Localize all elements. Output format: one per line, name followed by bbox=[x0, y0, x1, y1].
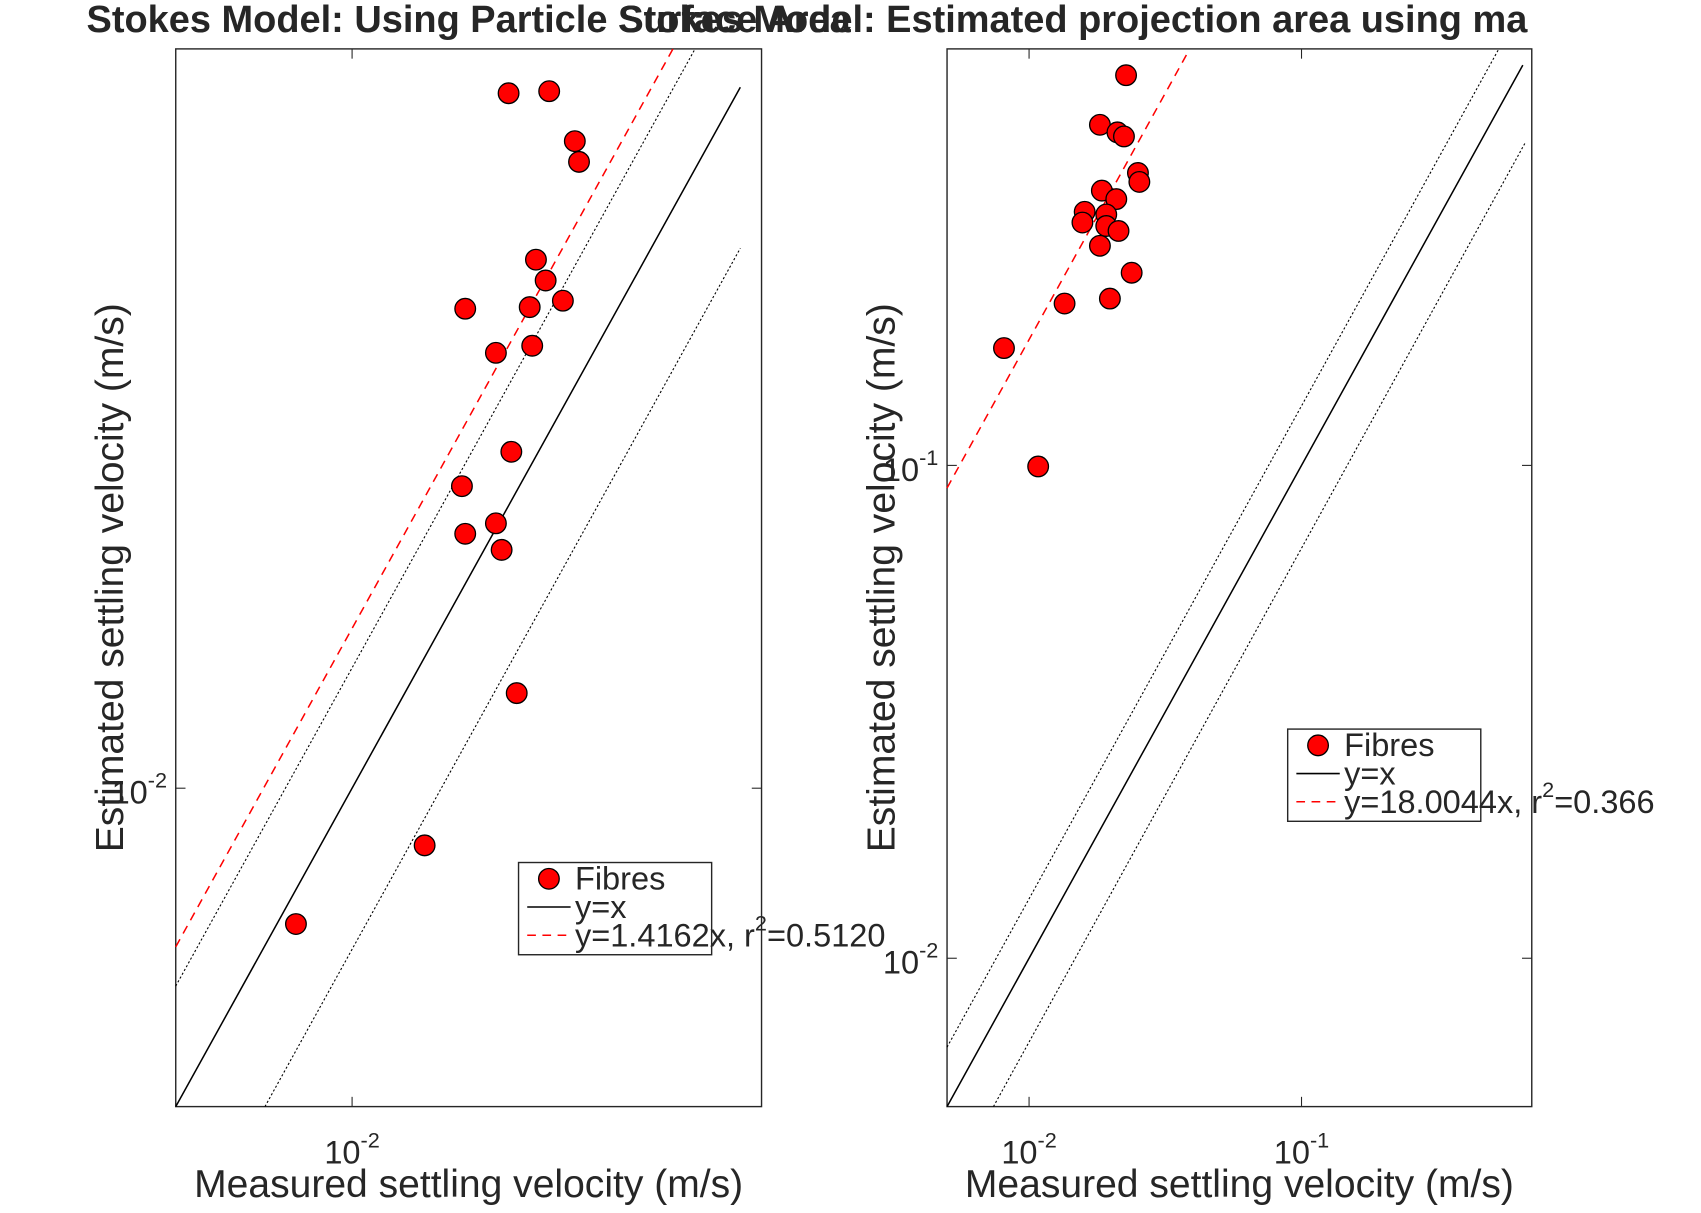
text-part: -1 bbox=[919, 445, 938, 470]
data-point bbox=[454, 522, 477, 545]
text-part: -2 bbox=[361, 1128, 380, 1153]
data-point bbox=[534, 269, 557, 292]
data-point bbox=[484, 512, 507, 535]
legend-label: y=1.4162x, r2=0.5120 bbox=[575, 911, 886, 953]
data-point bbox=[1027, 455, 1050, 478]
guide-line bbox=[175, 48, 696, 987]
data-point bbox=[1113, 125, 1135, 148]
guide-line bbox=[946, 48, 1500, 1048]
text-part: =0.366 bbox=[1554, 784, 1654, 820]
data-point bbox=[1115, 64, 1138, 87]
text-part: y=1.4162x, r bbox=[575, 917, 755, 953]
y-tick-label: 10-2 bbox=[883, 938, 938, 980]
data-point bbox=[563, 130, 586, 153]
chart-title: Stokes Model: Using Particle Surface Are… bbox=[87, 0, 852, 41]
data-point bbox=[505, 682, 528, 705]
x-tick-label: 10-2 bbox=[324, 1128, 379, 1170]
data-point bbox=[490, 538, 513, 561]
fit-line bbox=[175, 48, 674, 948]
data-point bbox=[1107, 220, 1130, 242]
data-point bbox=[1098, 287, 1121, 310]
x-axis-label: Measured settling velocity (m/s) bbox=[965, 1163, 1514, 1206]
data-point bbox=[1053, 292, 1076, 315]
data-point bbox=[1128, 170, 1151, 193]
legend-label: y=18.0044x, r2=0.366 bbox=[1344, 777, 1655, 819]
legend-label: Fibres bbox=[1344, 727, 1434, 763]
text-part: 10 bbox=[883, 452, 919, 488]
text-part: =0.5120 bbox=[767, 917, 886, 953]
guide-line bbox=[264, 247, 741, 1107]
data-point bbox=[1071, 211, 1094, 234]
text-part: -1 bbox=[1310, 1128, 1329, 1153]
y-axis-label: Estimated settling velocity (m/s) bbox=[860, 303, 903, 852]
data-point bbox=[484, 341, 507, 364]
chart-title: Stokes Model: Estimated projection area … bbox=[618, 0, 1528, 41]
text-part: y=18.0044x, r bbox=[1344, 784, 1542, 820]
text-part: 10 bbox=[1274, 1134, 1310, 1170]
data-point bbox=[524, 248, 547, 271]
data-point bbox=[1105, 188, 1128, 211]
data-point bbox=[500, 440, 523, 463]
data-point bbox=[450, 475, 473, 498]
text-part: 2 bbox=[1542, 777, 1554, 802]
text-part: 2 bbox=[755, 911, 767, 936]
data-point bbox=[521, 334, 544, 357]
legend-marker bbox=[537, 867, 560, 890]
data-point bbox=[1120, 261, 1143, 284]
text-part: -2 bbox=[919, 938, 938, 963]
x-tick-label: 10-1 bbox=[1274, 1128, 1329, 1170]
fit-line bbox=[946, 64, 1524, 1107]
text-part: 10 bbox=[112, 774, 148, 810]
data-point bbox=[1088, 234, 1111, 257]
data-point bbox=[993, 337, 1015, 360]
x-tick-label: 10-2 bbox=[1001, 1128, 1056, 1170]
y-tick-label: 10-1 bbox=[883, 445, 938, 487]
x-axis-label: Measured settling velocity (m/s) bbox=[194, 1163, 743, 1206]
legend-label: Fibres bbox=[575, 861, 665, 897]
fit-line bbox=[946, 53, 1188, 489]
fit-line bbox=[175, 86, 741, 1107]
text-part: 10 bbox=[883, 944, 919, 980]
text-part: -2 bbox=[148, 768, 167, 793]
text-part: 10 bbox=[1001, 1134, 1037, 1170]
data-point bbox=[538, 80, 561, 103]
data-point bbox=[568, 150, 590, 173]
text-part: 10 bbox=[324, 1134, 360, 1170]
legend-label: y=x bbox=[1344, 755, 1396, 791]
legend-label: y=x bbox=[575, 889, 627, 925]
y-axis-label: Estimated settling velocity (m/s) bbox=[89, 303, 132, 852]
data-point bbox=[413, 834, 436, 857]
text-part: -2 bbox=[1038, 1128, 1057, 1153]
y-tick-label: 10-2 bbox=[112, 768, 167, 810]
data-point bbox=[551, 289, 574, 312]
legend-marker bbox=[1307, 734, 1330, 757]
data-point bbox=[497, 82, 520, 105]
data-point bbox=[284, 913, 307, 935]
guide-line bbox=[992, 143, 1526, 1107]
data-point bbox=[454, 297, 477, 320]
data-point bbox=[518, 296, 541, 319]
